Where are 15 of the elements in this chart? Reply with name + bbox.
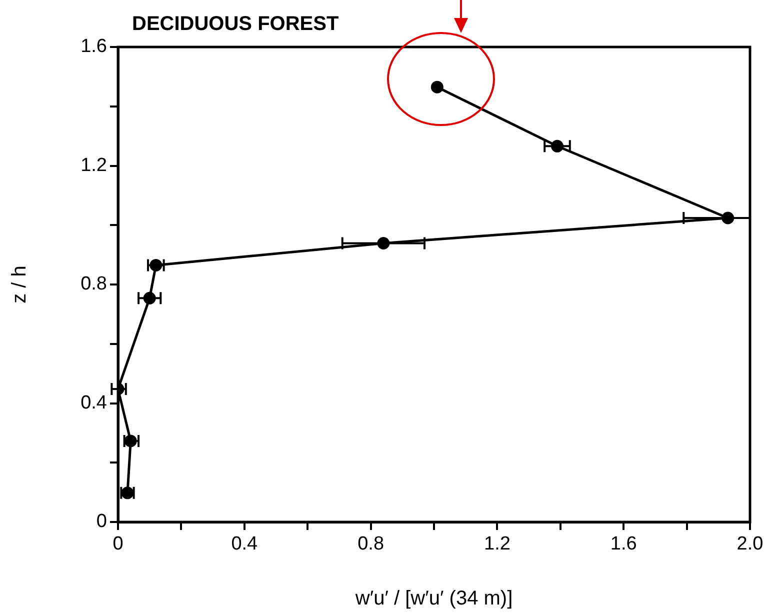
chart-title: DECIDUOUS FOREST (132, 13, 339, 35)
x-tick-label: 0 (112, 534, 124, 555)
point (430, 80, 444, 94)
x-tick-label: 0.4 (231, 534, 258, 555)
x-tick-label: 1.6 (610, 534, 637, 555)
y-tick-label: 1.2 (80, 154, 107, 176)
y-tick-label: 0.4 (80, 392, 108, 414)
y-axis-title: z / h (8, 266, 31, 304)
x-axis-title: w′u′ / [w′u′ (34 m)] (354, 588, 513, 610)
y-tick-label: 0.8 (80, 274, 107, 295)
y-tick-label: 1.6 (80, 36, 107, 58)
x-tick-label: 1.2 (484, 534, 510, 555)
x-tick-label: 0.8 (358, 534, 384, 555)
x-tick-label: 2.0 (736, 534, 764, 555)
y-tick-label: 0 (96, 511, 107, 532)
